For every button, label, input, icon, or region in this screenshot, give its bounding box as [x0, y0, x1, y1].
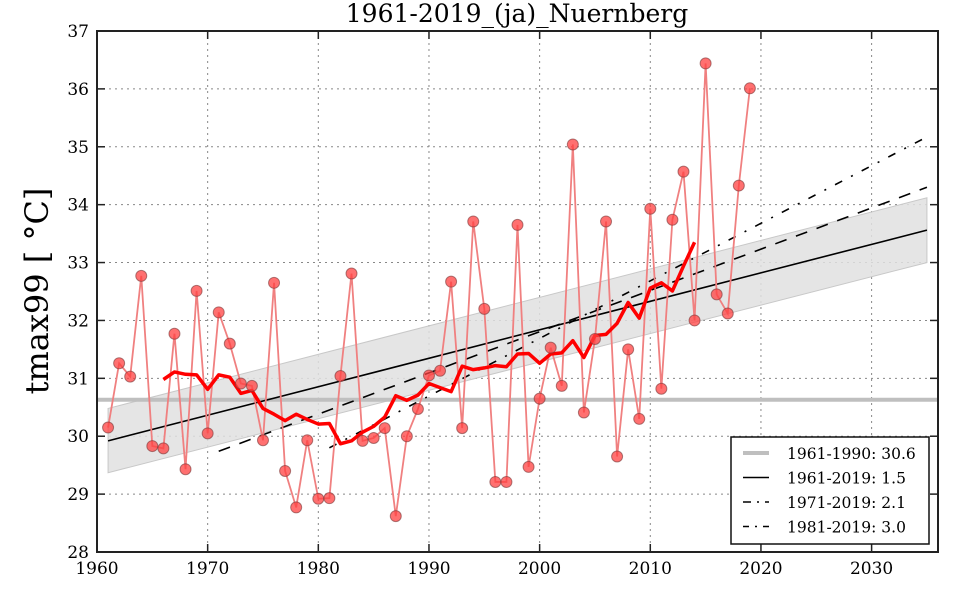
y-tick-label: 29 — [67, 485, 89, 505]
data-point — [422, 369, 435, 382]
data-point — [555, 379, 568, 392]
x-tick-label: 1970 — [186, 559, 229, 579]
data-point — [611, 450, 624, 463]
y-tick-label: 28 — [67, 543, 89, 563]
data-point — [135, 269, 148, 282]
data-point — [743, 82, 756, 95]
data-point — [511, 218, 524, 231]
data-point — [600, 215, 613, 228]
data-point — [644, 202, 657, 215]
data-point — [478, 302, 491, 315]
y-tick-label: 33 — [67, 254, 89, 274]
x-tick-label: 2030 — [850, 559, 893, 579]
data-point — [124, 370, 137, 383]
data-point — [699, 57, 712, 70]
x-tick-label: 1980 — [297, 559, 340, 579]
x-tick-label: 1990 — [407, 559, 450, 579]
data-point — [212, 306, 225, 319]
data-point — [489, 475, 502, 488]
data-point — [323, 492, 336, 505]
data-point — [168, 327, 181, 340]
plot-area: 1960 1970 1980 1990 2000 2010 2020 2030 28 29 30 31… — [67, 22, 939, 579]
data-point — [102, 421, 115, 434]
data-point — [633, 412, 646, 425]
y-tick-label: 30 — [67, 427, 89, 447]
data-point — [312, 492, 325, 505]
legend: 1961-1990: 30.6 1961-2019: 1.5 1971-2019: … — [730, 436, 930, 545]
legend-label: 1961-2019: 1.5 — [787, 470, 906, 488]
data-point — [577, 406, 590, 419]
x-tick-label: 2000 — [518, 559, 561, 579]
data-point — [400, 430, 413, 443]
plot-frame — [96, 30, 939, 553]
x-tick-label: 1960 — [75, 559, 118, 579]
data-point — [411, 403, 424, 416]
data-point — [655, 382, 668, 395]
data-point — [522, 460, 535, 473]
data-point — [179, 463, 192, 476]
data-point — [356, 434, 369, 447]
legend-label: 1961-1990: 30.6 — [787, 445, 916, 463]
data-point — [732, 179, 745, 192]
data-point — [201, 427, 214, 440]
data-point — [279, 464, 292, 477]
data-point — [500, 475, 513, 488]
data-point — [467, 215, 480, 228]
y-tick-label: 31 — [67, 369, 89, 389]
data-point — [677, 165, 690, 178]
data-point — [223, 337, 236, 350]
data-point — [256, 434, 269, 447]
data-point — [234, 377, 247, 390]
data-point — [533, 392, 546, 405]
data-point — [544, 341, 557, 354]
data-point — [367, 431, 380, 444]
legend-label: 1981-2019: 3.0 — [787, 519, 906, 537]
x-tick-label: 2010 — [629, 559, 672, 579]
data-point — [334, 370, 347, 383]
data-point — [301, 434, 314, 447]
data-point — [721, 307, 734, 320]
data-point — [389, 510, 402, 523]
data-point — [378, 422, 391, 435]
data-point — [688, 314, 701, 327]
chart-title: 1961-2019_(ja)_Nuernberg — [346, 0, 688, 28]
y-tick-label: 35 — [67, 138, 89, 158]
y-tick-label: 34 — [67, 196, 89, 216]
data-point — [345, 267, 358, 280]
y-tick-label: 37 — [67, 22, 89, 42]
data-point — [245, 379, 258, 392]
trend-line-solid — [107, 229, 928, 442]
y-axis-label: tmax99 [ °C] — [18, 188, 56, 395]
data-point — [456, 422, 469, 435]
trend-line-dotted — [329, 136, 928, 449]
data-point — [445, 275, 458, 288]
y-tick-label: 32 — [67, 311, 89, 331]
legend-label: 1971-2019: 2.1 — [787, 494, 906, 512]
x-tick-label: 2020 — [739, 559, 782, 579]
data-point — [622, 343, 635, 356]
data-point — [588, 332, 601, 345]
data-point — [113, 357, 126, 370]
trend-line-dashed — [218, 186, 928, 453]
data-point — [146, 440, 159, 453]
data-point — [190, 284, 203, 297]
data-point — [566, 138, 579, 151]
data-point — [268, 276, 281, 289]
data-point — [157, 442, 170, 455]
data-point — [710, 288, 723, 301]
data-point — [434, 364, 447, 377]
data-point — [290, 501, 303, 514]
data-point — [666, 213, 679, 226]
y-tick-label: 36 — [67, 80, 89, 100]
